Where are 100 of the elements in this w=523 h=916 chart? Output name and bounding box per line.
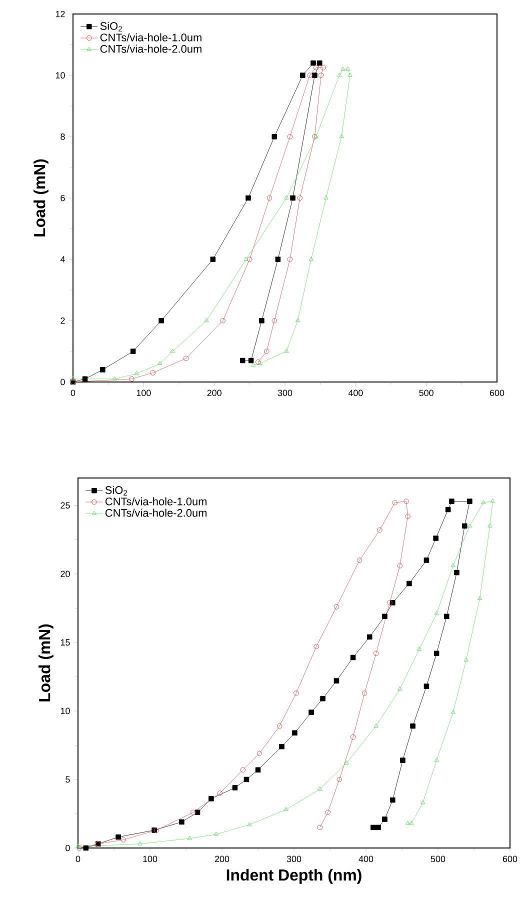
- point: [256, 750, 262, 756]
- point: [449, 498, 454, 504]
- point: [307, 72, 312, 78]
- point: [366, 634, 372, 640]
- point: [204, 318, 209, 322]
- point: [240, 767, 246, 773]
- point: [434, 758, 439, 762]
- point: [467, 523, 472, 528]
- legend-label: CNTs/via-hole-2.0um: [100, 44, 202, 53]
- point: [350, 734, 356, 740]
- point: [275, 256, 281, 262]
- point: [284, 348, 289, 353]
- point: [129, 376, 134, 382]
- point: [292, 730, 298, 736]
- y-tick-label: 25: [60, 502, 70, 509]
- point: [344, 760, 349, 764]
- point: [150, 370, 156, 376]
- point: [467, 498, 472, 504]
- x-tick-label: 0: [76, 856, 80, 862]
- point: [208, 796, 214, 802]
- point: [325, 810, 330, 816]
- point: [284, 195, 289, 200]
- point: [324, 195, 328, 200]
- point: [334, 604, 340, 610]
- legend-label: CNTs/via-hole-1.0um: [105, 497, 206, 506]
- x-tick-label: 400: [358, 856, 374, 862]
- point: [405, 514, 410, 520]
- point: [220, 318, 226, 324]
- point: [490, 498, 496, 503]
- y-axis-title: Load (mN): [34, 159, 48, 236]
- point: [138, 841, 142, 846]
- point: [210, 256, 216, 262]
- point: [246, 195, 251, 201]
- point: [284, 806, 288, 812]
- point: [294, 690, 299, 696]
- y-axis-title: Load (mN): [38, 624, 54, 702]
- x-tick-label: 300: [286, 856, 302, 862]
- x-tick-label: 500: [419, 390, 434, 396]
- y-tick-label: 5: [66, 776, 70, 783]
- point: [320, 696, 326, 702]
- point: [481, 500, 486, 504]
- point: [112, 376, 118, 380]
- point: [264, 348, 270, 354]
- point: [346, 66, 350, 71]
- y-tick-label: 4: [60, 256, 65, 262]
- point: [217, 790, 222, 796]
- legend-label: SiO$_{2}$: [100, 22, 122, 32]
- point: [214, 832, 219, 836]
- x-tick-label: 600: [490, 390, 504, 396]
- point: [318, 72, 324, 78]
- point: [134, 371, 139, 376]
- point: [255, 767, 261, 773]
- point: [154, 828, 160, 833]
- point: [340, 66, 346, 71]
- legend-label: CNTs/via-hole-1.0um: [100, 33, 202, 42]
- point: [362, 690, 368, 696]
- point: [434, 650, 440, 656]
- point: [287, 256, 293, 262]
- point: [462, 523, 468, 529]
- y-tick-label: 6: [60, 194, 65, 202]
- point: [397, 563, 402, 568]
- point: [158, 318, 164, 324]
- point: [334, 678, 340, 684]
- point: [247, 822, 252, 826]
- point: [158, 360, 162, 366]
- point: [187, 836, 192, 840]
- point: [400, 758, 406, 763]
- x-tick-label: 200: [207, 390, 222, 396]
- point: [290, 195, 296, 201]
- legend-label: SiO$_{2}$: [105, 486, 128, 496]
- legend-label: CNTs/via-hole-2.0um: [105, 508, 206, 517]
- point: [404, 498, 409, 504]
- point: [316, 60, 322, 66]
- point: [370, 824, 376, 830]
- point: [83, 845, 89, 851]
- point: [232, 785, 238, 790]
- point: [424, 684, 430, 689]
- point: [247, 256, 252, 262]
- point: [488, 523, 492, 528]
- point: [244, 776, 250, 782]
- point: [300, 72, 306, 78]
- point: [376, 824, 381, 830]
- point: [382, 614, 388, 620]
- point: [310, 60, 316, 66]
- point: [434, 611, 439, 616]
- point: [279, 744, 284, 750]
- point: [410, 723, 416, 729]
- point: [308, 710, 314, 715]
- point: [308, 256, 314, 261]
- point: [454, 570, 460, 576]
- x-tick-label: 100: [136, 390, 151, 396]
- y-tick-label: 10: [60, 708, 70, 714]
- x-tick-label: 200: [214, 856, 230, 862]
- point: [287, 134, 293, 140]
- point: [314, 644, 319, 650]
- point: [424, 558, 430, 563]
- point: [318, 786, 322, 791]
- point: [382, 816, 388, 822]
- point: [409, 820, 414, 825]
- point: [244, 256, 248, 261]
